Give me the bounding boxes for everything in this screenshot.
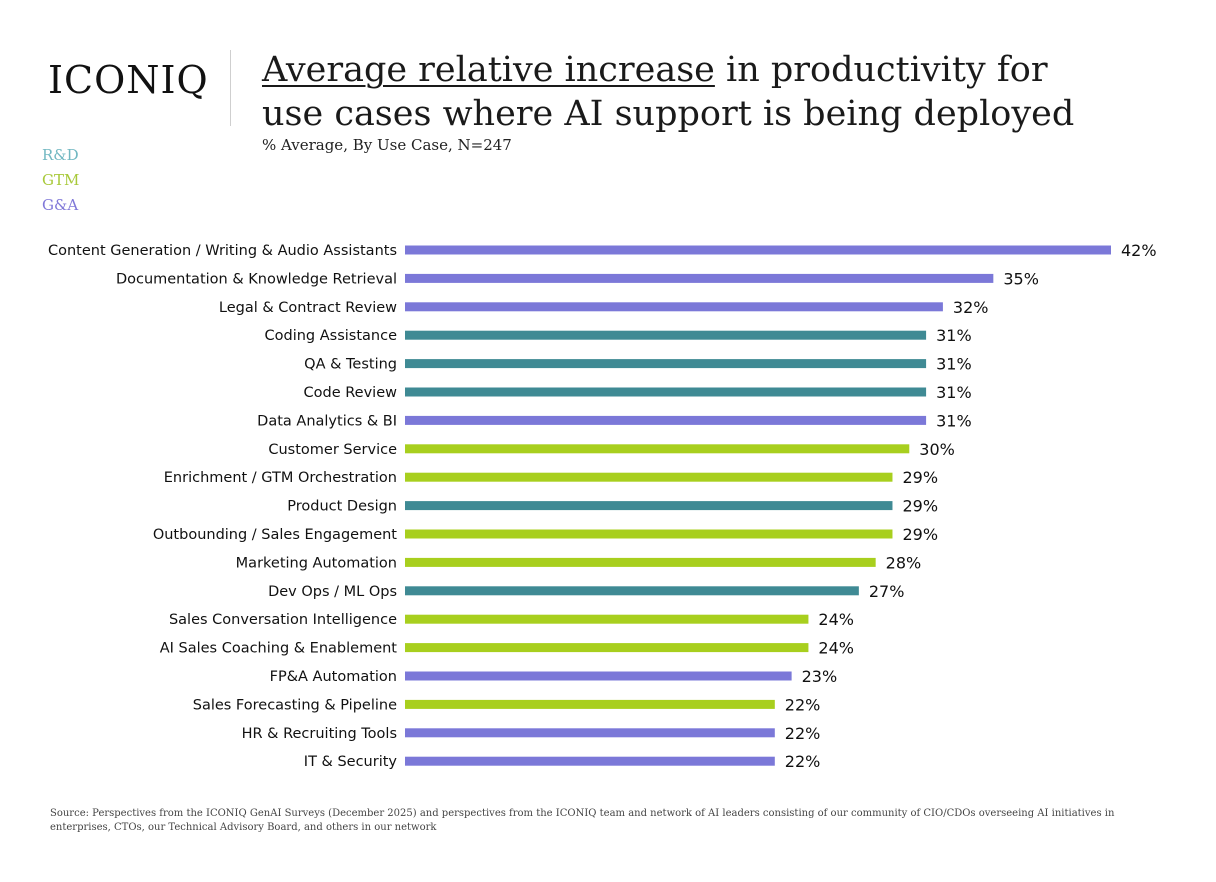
value-label: 22% — [785, 752, 821, 771]
bar — [405, 643, 809, 653]
chart-title: Average relative increase in productivit… — [262, 48, 1162, 136]
category-label: Data Analytics & BI — [257, 413, 397, 429]
source-note: Source: Perspectives from the ICONIQ Gen… — [50, 808, 1115, 833]
category-label: Legal & Contract Review — [219, 300, 397, 316]
legend-item-rd: R&D — [42, 146, 79, 164]
value-label: 42% — [1121, 241, 1157, 260]
value-label: 31% — [936, 355, 972, 374]
category-label: Product Design — [287, 499, 397, 515]
category-label: Documentation & Knowledge Retrieval — [116, 271, 397, 287]
title-line2: use cases where AI support is being depl… — [262, 94, 1075, 134]
category-label: Customer Service — [268, 442, 397, 458]
legend-item-gtm: GTM — [42, 171, 80, 189]
bar — [405, 472, 893, 482]
bar — [405, 387, 927, 397]
bar — [405, 529, 893, 539]
bar — [405, 273, 994, 283]
value-label: 22% — [785, 695, 821, 714]
bar — [405, 699, 775, 709]
bar — [405, 444, 910, 454]
value-label: 31% — [936, 326, 972, 345]
category-label: Enrichment / GTM Orchestration — [164, 470, 397, 486]
category-label: Dev Ops / ML Ops — [268, 584, 397, 600]
iconiq-logo: ICONIQ — [48, 58, 209, 102]
bar — [405, 302, 943, 312]
bar — [405, 671, 792, 681]
category-label: HR & Recruiting Tools — [242, 726, 397, 742]
category-label: AI Sales Coaching & Enablement — [160, 641, 398, 657]
bar — [405, 501, 893, 511]
header-divider — [230, 50, 231, 126]
category-label: Content Generation / Writing & Audio Ass… — [48, 243, 397, 259]
value-label: 24% — [818, 610, 854, 629]
category-label: Sales Forecasting & Pipeline — [193, 697, 397, 713]
category-label: Coding Assistance — [265, 328, 398, 344]
value-label: 31% — [936, 411, 972, 430]
bar — [405, 330, 927, 340]
value-label: 22% — [785, 724, 821, 743]
bar — [405, 557, 876, 567]
value-label: 31% — [936, 383, 972, 402]
title-line1-rest: in productivity for — [714, 50, 1048, 90]
value-label: 35% — [1003, 269, 1039, 288]
bar — [405, 359, 927, 369]
bar — [405, 756, 775, 766]
value-label: 29% — [902, 468, 938, 487]
bar — [405, 586, 859, 596]
value-label: 27% — [869, 582, 905, 601]
bar — [405, 415, 927, 425]
value-label: 29% — [902, 497, 938, 516]
category-label: Outbounding / Sales Engagement — [153, 527, 397, 543]
title-underlined-part: Average relative increase — [262, 50, 715, 90]
category-label: FP&A Automation — [270, 669, 397, 685]
chart-subtitle: % Average, By Use Case, N=247 — [262, 136, 512, 154]
category-label: Code Review — [304, 385, 398, 401]
bar-chart: Content Generation / Writing & Audio Ass… — [48, 241, 1157, 771]
legend-item-ga: G&A — [42, 196, 79, 214]
category-label: QA & Testing — [304, 357, 397, 373]
value-label: 29% — [902, 525, 938, 544]
value-label: 32% — [953, 298, 989, 317]
value-label: 24% — [818, 639, 854, 658]
category-label: Marketing Automation — [236, 555, 397, 571]
value-label: 30% — [919, 440, 955, 459]
category-label: IT & Security — [304, 754, 398, 770]
value-label: 28% — [886, 553, 922, 572]
value-label: 23% — [802, 667, 838, 686]
legend: R&D GTM G&A — [42, 143, 79, 218]
bar — [405, 245, 1111, 255]
category-label: Sales Conversation Intelligence — [169, 612, 397, 628]
bar — [405, 614, 809, 624]
bar — [405, 728, 775, 738]
